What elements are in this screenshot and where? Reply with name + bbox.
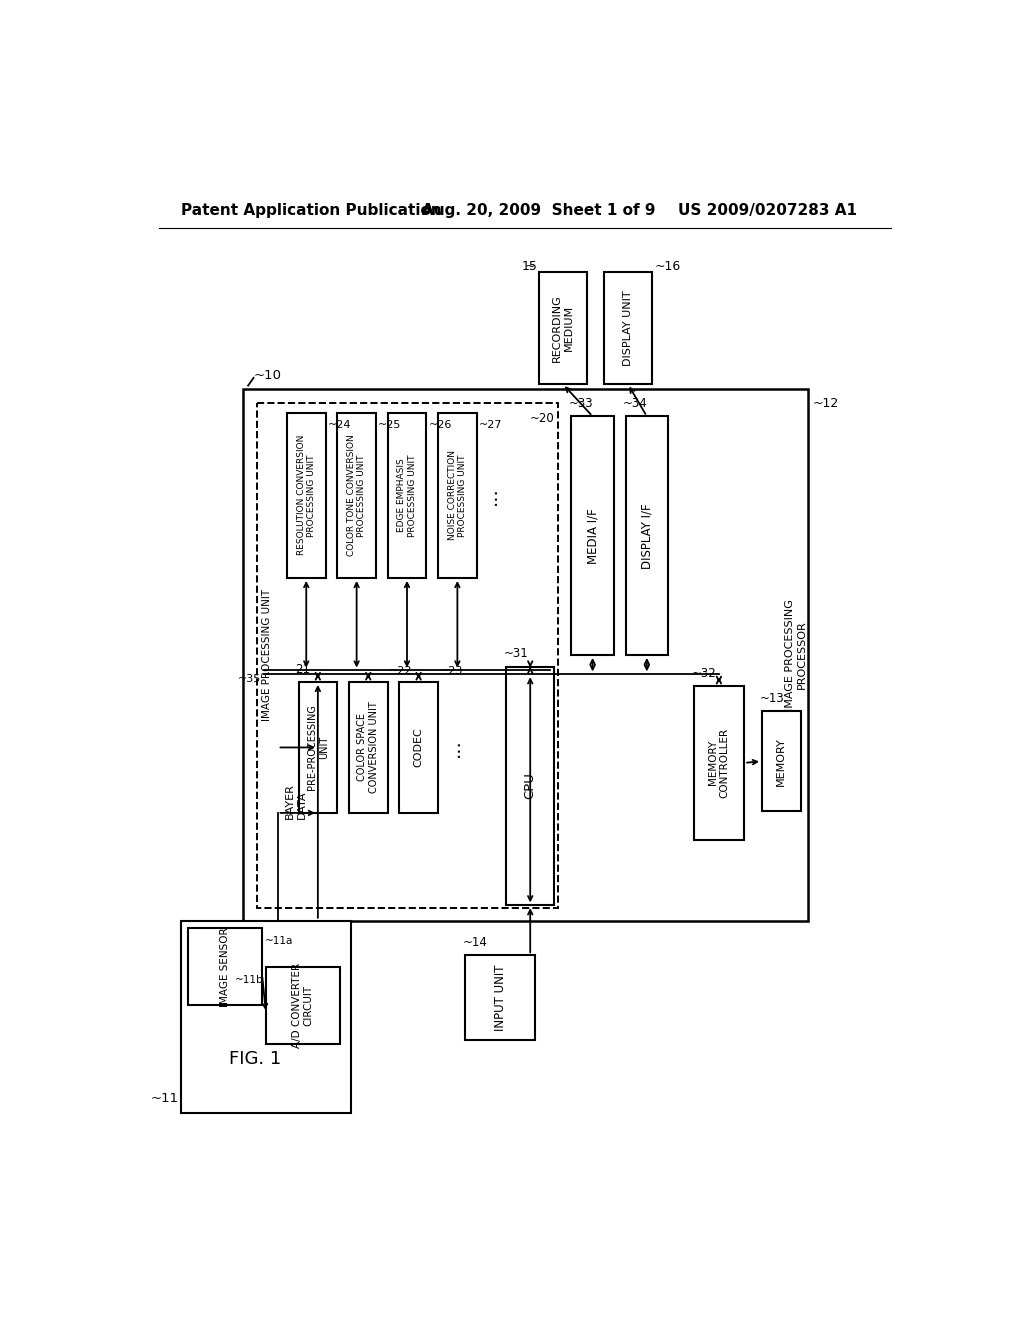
Text: ~14: ~14	[463, 936, 487, 949]
Text: MEMORY: MEMORY	[776, 737, 786, 785]
Text: ~32: ~32	[691, 667, 716, 680]
Text: ~23: ~23	[439, 665, 463, 676]
Text: COLOR TONE CONVERSION
PROCESSING UNIT: COLOR TONE CONVERSION PROCESSING UNIT	[347, 434, 367, 556]
Text: EDGE EMPHASIS
PROCESSING UNIT: EDGE EMPHASIS PROCESSING UNIT	[397, 454, 417, 536]
Bar	[243, 389, 809, 921]
Text: ~11b: ~11b	[234, 974, 263, 985]
Text: 15: 15	[521, 260, 538, 273]
Bar	[180, 921, 351, 1113]
Bar	[337, 412, 376, 578]
Text: BAYER
DATA: BAYER DATA	[286, 783, 307, 820]
Bar	[266, 966, 340, 1044]
Text: ~22: ~22	[389, 665, 413, 676]
Text: ...: ...	[444, 738, 463, 756]
Text: ~11: ~11	[151, 1093, 178, 1106]
Bar	[571, 416, 614, 655]
Bar	[299, 682, 337, 813]
Text: RECORDING
MEDIUM: RECORDING MEDIUM	[552, 294, 573, 362]
Bar	[539, 272, 587, 384]
Text: ~20: ~20	[529, 412, 554, 425]
Text: DISPLAY I/F: DISPLAY I/F	[640, 503, 653, 569]
Text: ~12: ~12	[812, 397, 839, 411]
Bar	[506, 667, 554, 906]
Text: PRE-PROCESSING
UNIT: PRE-PROCESSING UNIT	[307, 705, 329, 791]
Text: 21: 21	[295, 663, 309, 676]
Text: ~24: ~24	[328, 420, 351, 430]
Text: US 2009/0207283 A1: US 2009/0207283 A1	[678, 203, 857, 218]
Text: ~11a: ~11a	[264, 936, 293, 946]
Text: ~27: ~27	[479, 420, 503, 430]
Bar	[762, 711, 801, 812]
Text: ~35: ~35	[238, 675, 261, 684]
Text: ~16: ~16	[654, 260, 681, 273]
Text: ~13: ~13	[760, 692, 784, 705]
Bar	[465, 956, 535, 1040]
Bar	[388, 412, 426, 578]
Bar	[438, 412, 477, 578]
Text: DISPLAY UNIT: DISPLAY UNIT	[623, 290, 633, 366]
Text: ~33: ~33	[569, 397, 594, 411]
Bar	[626, 416, 669, 655]
Text: ~34: ~34	[624, 397, 648, 411]
Bar	[188, 928, 262, 1006]
Bar	[399, 682, 438, 813]
Text: MEMORY
CONTROLLER: MEMORY CONTROLLER	[709, 727, 730, 797]
Text: RESOLUTION CONVERSION
PROCESSING UNIT: RESOLUTION CONVERSION PROCESSING UNIT	[297, 436, 316, 556]
Text: IMAGE PROCESSING
PROCESSOR: IMAGE PROCESSING PROCESSOR	[785, 599, 807, 711]
Bar	[287, 412, 326, 578]
Text: NOISE CORRECTION
PROCESSING UNIT: NOISE CORRECTION PROCESSING UNIT	[447, 450, 467, 540]
Text: A/D CONVERTER
CIRCUIT: A/D CONVERTER CIRCUIT	[292, 962, 313, 1048]
Text: IMAGE SENSOR: IMAGE SENSOR	[220, 927, 230, 1007]
Bar	[349, 682, 388, 813]
Text: ~10: ~10	[254, 368, 282, 381]
Text: MEDIA I/F: MEDIA I/F	[586, 508, 599, 564]
Bar	[693, 686, 744, 840]
Text: Aug. 20, 2009  Sheet 1 of 9: Aug. 20, 2009 Sheet 1 of 9	[423, 203, 656, 218]
Text: ~: ~	[524, 260, 536, 273]
Text: ~25: ~25	[378, 420, 401, 430]
Bar	[257, 404, 558, 908]
Text: CODEC: CODEC	[414, 727, 424, 767]
Bar	[604, 272, 652, 384]
Text: ~26: ~26	[429, 420, 452, 430]
Text: CPU: CPU	[523, 772, 537, 800]
Text: ...: ...	[481, 486, 500, 504]
Text: Patent Application Publication: Patent Application Publication	[180, 203, 441, 218]
Text: INPUT UNIT: INPUT UNIT	[494, 965, 507, 1031]
Text: COLOR SPACE
CONVERSION UNIT: COLOR SPACE CONVERSION UNIT	[357, 701, 379, 793]
Text: IMAGE PROCESSING UNIT: IMAGE PROCESSING UNIT	[262, 589, 271, 722]
Text: FIG. 1: FIG. 1	[228, 1051, 281, 1068]
Text: ~31: ~31	[504, 647, 528, 660]
